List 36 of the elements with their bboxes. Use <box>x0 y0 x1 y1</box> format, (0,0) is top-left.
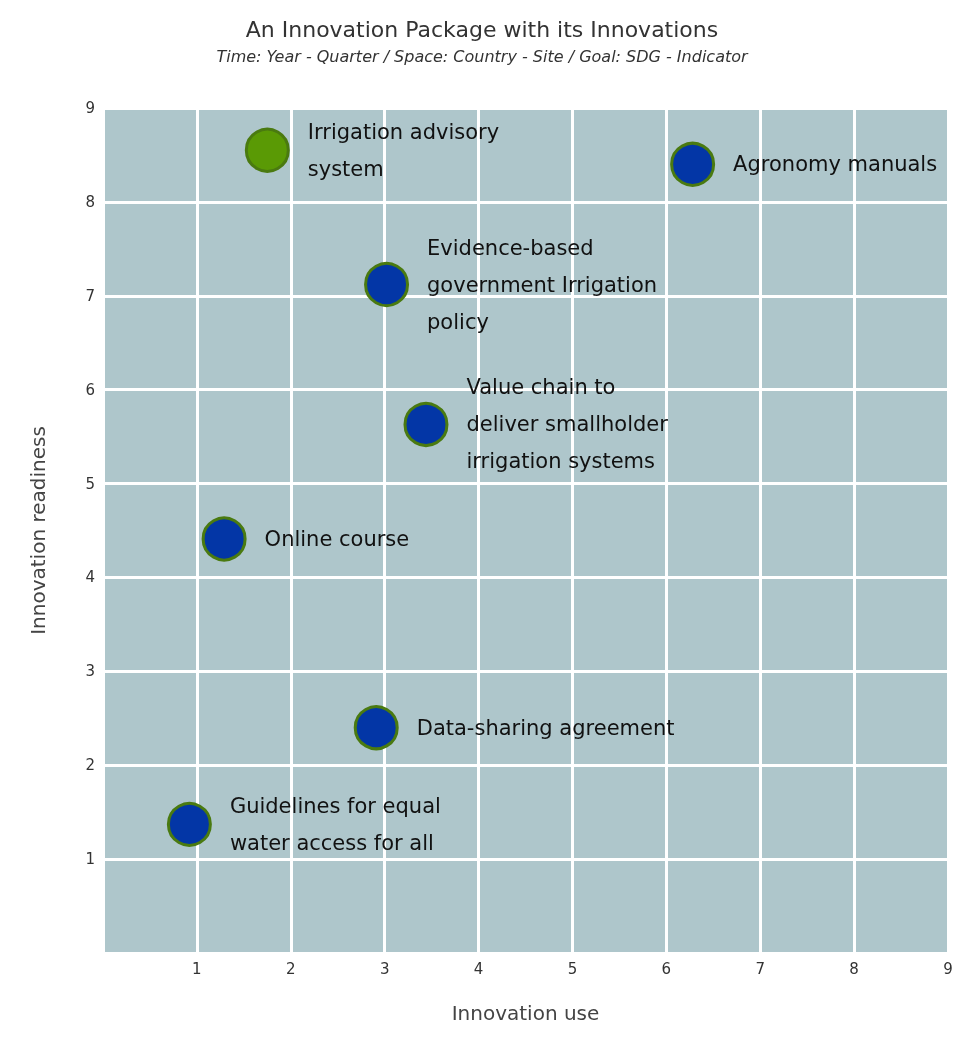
point <box>364 262 410 307</box>
x-tick-label: 6 <box>661 959 672 978</box>
series-label: Value chain to deliver smallholder irrigation systems <box>466 375 669 474</box>
point <box>166 801 212 847</box>
x-tick-label: 1 <box>192 959 202 978</box>
series-label: Data-sharing agreement <box>416 715 675 740</box>
point <box>353 705 399 751</box>
x-tick-label: 4 <box>473 959 484 978</box>
x-tick-label: 3 <box>379 959 390 978</box>
y-tick-label: 6 <box>85 380 95 399</box>
point <box>403 401 449 447</box>
series-label: Agronomy manuals <box>733 152 938 177</box>
chart-title: An Innovation Package with its Innovations <box>245 16 719 42</box>
chart-subtitle: Time: Year - Quarter / Space: Country - Site / Goal: SDG - Indicator <box>216 46 749 66</box>
x-tick-label: 5 <box>567 959 578 978</box>
x-axis-title: Innovation use <box>451 1001 600 1025</box>
y-axis-title: Innovation readiness <box>26 426 50 635</box>
x-tick-label: 8 <box>849 959 859 978</box>
series-label: Online course <box>264 526 410 551</box>
y-tick-label: 5 <box>85 474 95 493</box>
point <box>201 516 247 562</box>
y-tick-label: 7 <box>85 286 95 305</box>
x-tick-label: 2 <box>286 959 296 978</box>
x-tick-label: 7 <box>755 959 765 978</box>
point <box>670 141 716 187</box>
y-tick-label: 3 <box>85 662 95 681</box>
y-tick-label: 8 <box>85 192 95 211</box>
series-label: Evidence-based government Irrigation policy <box>427 235 658 334</box>
y-tick-label: 9 <box>85 99 95 117</box>
y-tick-label: 1 <box>85 850 95 869</box>
point <box>244 127 290 173</box>
x-tick-label: 9 <box>943 959 953 978</box>
y-tick-label: 4 <box>85 568 95 587</box>
series-label: Irrigation advisory system <box>307 119 500 181</box>
series-label: Guidelines for equal water access for all <box>229 793 441 855</box>
y-tick-label: 2 <box>85 756 95 775</box>
